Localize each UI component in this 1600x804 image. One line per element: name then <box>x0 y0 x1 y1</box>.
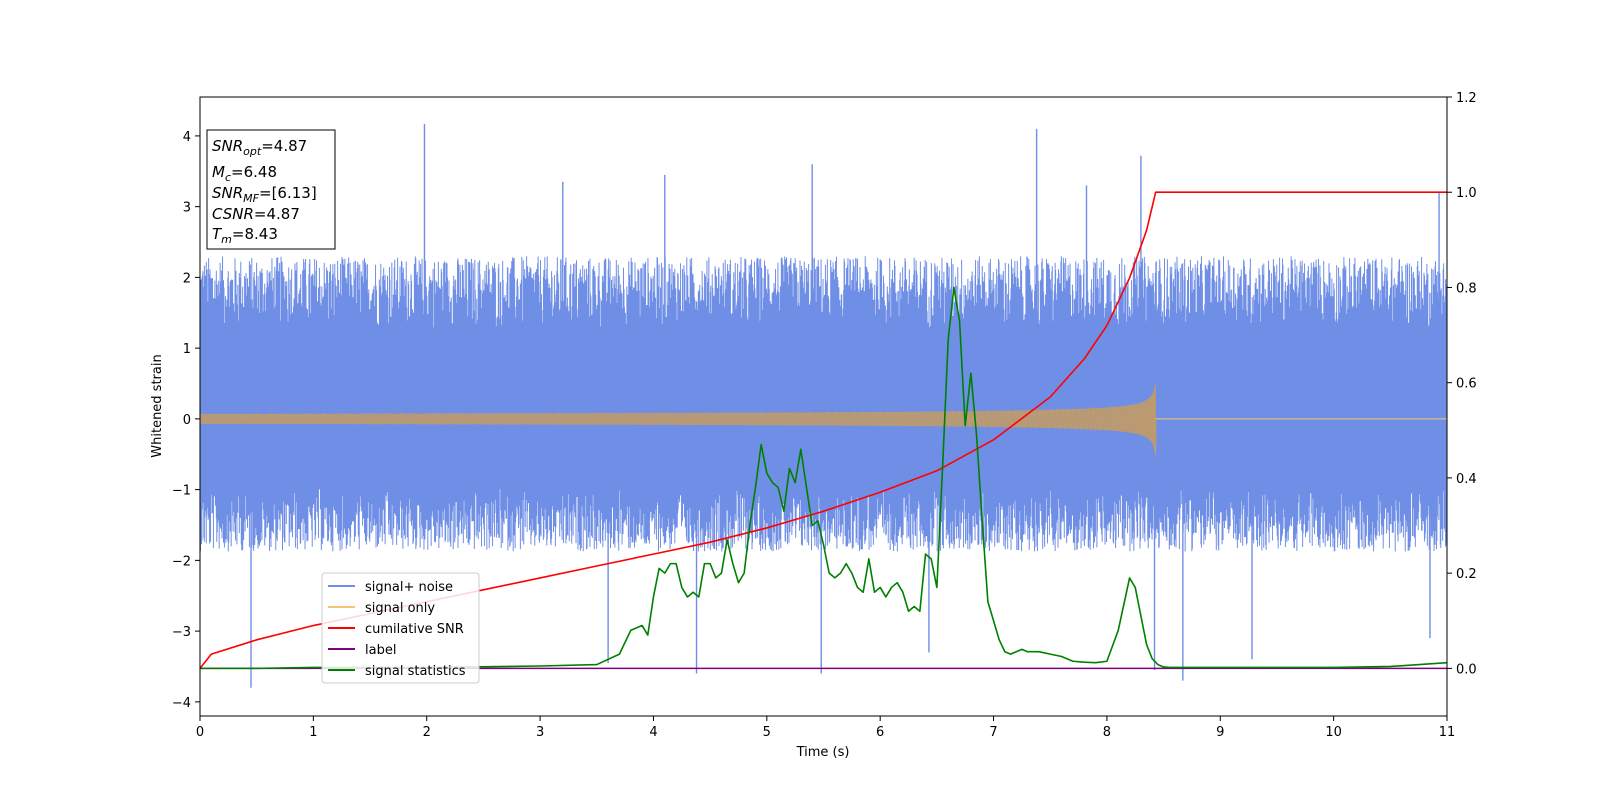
axes-group: 0 1 2 3 4 5 6 7 8 9 10 11 −4 −3 −2 −1 0 1 2 3 4 0.0 0.2 0.4 0.6 0… <box>172 91 1477 740</box>
y-right-tick-label: 0.8 <box>1456 281 1477 296</box>
y-tick-label: 0 <box>183 413 191 428</box>
x-tick-label: 5 <box>763 725 771 740</box>
stats-line: Tm=8.43 <box>212 225 278 246</box>
series-signal-statistics <box>200 286 1447 670</box>
stats-line: CSNR=4.87 <box>212 205 300 223</box>
y-right-tick-label: 0.6 <box>1456 377 1477 392</box>
x-tick-label: 10 <box>1325 725 1342 740</box>
plot-frame <box>199 96 1448 717</box>
y-right-tick-label: 1.2 <box>1456 91 1477 106</box>
noise-trace <box>200 256 1447 552</box>
x-tick-label: 11 <box>1439 725 1456 740</box>
x-tick-label: 1 <box>309 725 317 740</box>
y-tick-label: −2 <box>172 554 191 569</box>
stats-line: SNRopt=4.87 <box>212 137 307 158</box>
y-right-tick-label: 0.0 <box>1456 662 1477 677</box>
x-tick-label: 9 <box>1216 725 1224 740</box>
legend-frame <box>321 572 480 684</box>
legend-label: signal+ noise <box>365 580 453 595</box>
x-axis-label: Time (s) <box>796 745 850 760</box>
stats-line: SNRMF=[6.13] <box>212 184 317 205</box>
x-tick-label: 8 <box>1103 725 1111 740</box>
y-tick-label: −4 <box>172 696 191 711</box>
y-right-tick-label: 0.4 <box>1456 472 1477 487</box>
y-axis-label: Whitened strain <box>150 354 165 457</box>
legend-label: label <box>365 643 396 658</box>
y-tick-label: −1 <box>172 484 191 499</box>
y-tick-label: 3 <box>183 201 191 216</box>
y-tick-label: 1 <box>183 342 191 357</box>
signal-only-series <box>200 382 1447 456</box>
legend-label: cumilative SNR <box>365 622 464 637</box>
legend-label: signal only <box>365 601 435 616</box>
y-right-tick-label: 0.2 <box>1456 567 1477 582</box>
x-tick-label: 0 <box>196 725 204 740</box>
y-tick-label: 4 <box>183 130 191 145</box>
x-tick-label: 6 <box>876 725 884 740</box>
legend: signal+ noise signal only cumilative SNR la… <box>321 572 480 684</box>
x-tick-label: 2 <box>423 725 431 740</box>
legend-label: signal statistics <box>365 664 466 679</box>
stats-line: Mc=6.48 <box>212 163 277 184</box>
x-tick-label: 7 <box>989 725 997 740</box>
y-right-tick-label: 1.0 <box>1456 186 1477 201</box>
x-tick-label: 3 <box>536 725 544 740</box>
x-tick-label: 4 <box>649 725 657 740</box>
signal-only-envelope <box>200 382 1156 456</box>
noise-series <box>200 123 1447 688</box>
y-tick-label: −3 <box>172 625 191 640</box>
stats-box-frame <box>206 129 336 250</box>
y-tick-label: 2 <box>183 271 191 286</box>
